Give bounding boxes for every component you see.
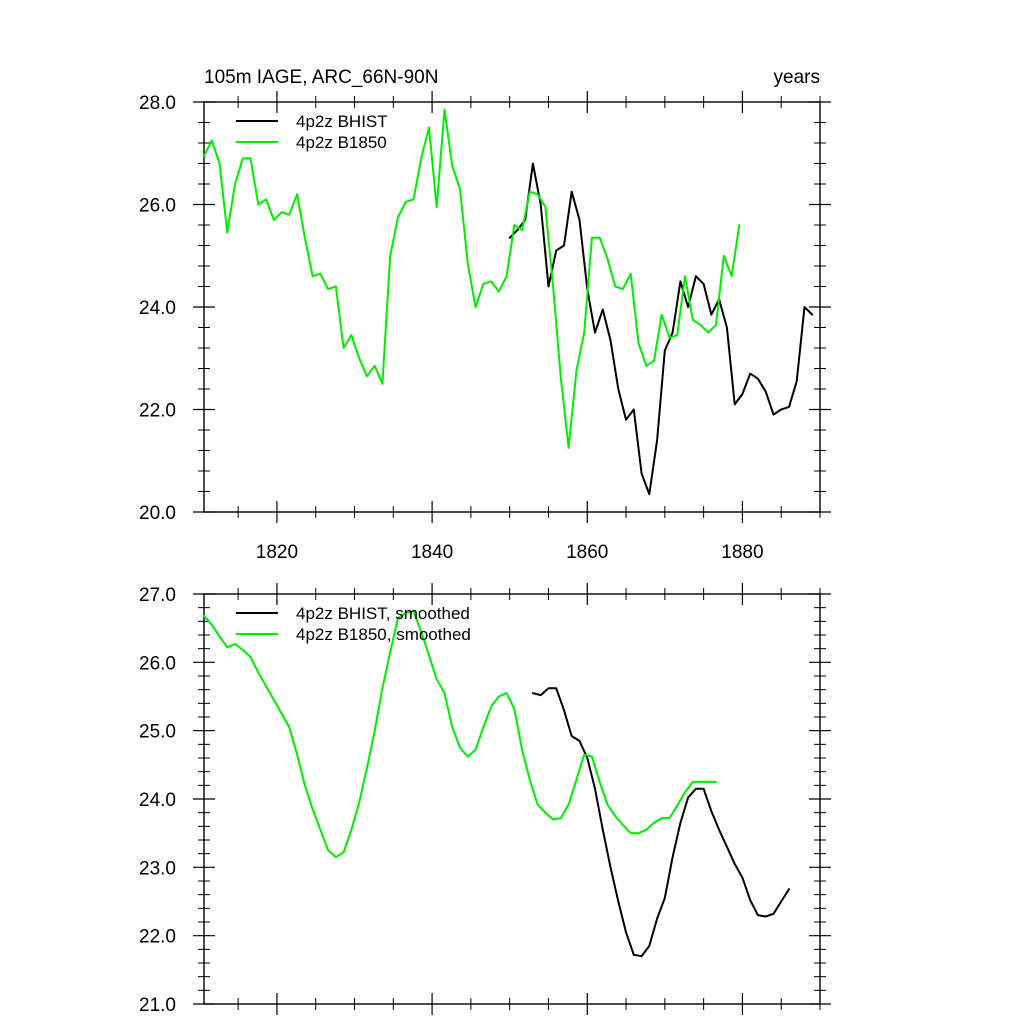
bottom-plot-frame xyxy=(203,593,821,1005)
y-tick-label: 22.0 xyxy=(139,401,176,422)
legend-label-b1850-smoothed: 4p2z B1850, smoothed xyxy=(296,625,471,644)
bottom-series-lines xyxy=(203,610,790,958)
y-tick-label: 26.0 xyxy=(139,653,176,674)
y-tick-label: 24.0 xyxy=(139,790,176,811)
y-tick-label: 20.0 xyxy=(139,503,176,524)
legend-label-bhist-smoothed: 4p2z BHIST, smoothed xyxy=(296,604,470,623)
bottom-panel: 21.0 22.0 23.0 24.0 25.0 26.0 27.0 4p2z BHIST,… xyxy=(139,583,831,1016)
series-line-1 xyxy=(203,108,741,449)
bottom-y-tick-labels: 21.0 22.0 23.0 24.0 25.0 26.0 27.0 xyxy=(139,585,176,1016)
chart-title: 105m IAGE, ARC_66N-90N xyxy=(204,67,438,88)
x-tick-label: 1880 xyxy=(721,542,763,563)
bottom-axis-ticks xyxy=(193,583,831,1015)
series-line-0 xyxy=(531,687,790,958)
top-series-lines xyxy=(203,108,814,496)
x-tick-label: 1860 xyxy=(566,542,608,563)
y-tick-label: 23.0 xyxy=(139,858,176,879)
legend-label-b1850: 4p2z B1850 xyxy=(296,133,387,152)
x-tick-label: 1820 xyxy=(256,542,298,563)
top-plot-frame xyxy=(203,101,821,513)
series-line-1 xyxy=(203,610,717,859)
y-tick-label: 28.0 xyxy=(139,93,176,114)
series-line-0 xyxy=(508,162,814,496)
y-tick-label: 26.0 xyxy=(139,196,176,217)
top-panel: 105m IAGE, ARC_66N-90N years 20.0 22.0 24.… xyxy=(139,67,831,563)
bottom-legend: 4p2z BHIST, smoothed 4p2z B1850, smoothe… xyxy=(236,604,471,644)
x-tick-label: 1840 xyxy=(411,542,453,563)
y-tick-label: 25.0 xyxy=(139,722,176,743)
chart-units-label: years xyxy=(774,67,820,88)
y-tick-label: 27.0 xyxy=(139,585,176,606)
top-y-tick-labels: 20.0 22.0 24.0 26.0 28.0 xyxy=(139,93,176,524)
legend-label-bhist: 4p2z BHIST xyxy=(296,112,388,131)
top-axis-ticks xyxy=(193,91,831,523)
y-tick-label: 21.0 xyxy=(139,995,176,1016)
y-tick-label: 22.0 xyxy=(139,927,176,948)
top-legend: 4p2z BHIST 4p2z B1850 xyxy=(236,112,388,152)
y-tick-label: 24.0 xyxy=(139,298,176,319)
top-x-tick-labels: 1820 1840 1860 1880 xyxy=(256,542,764,563)
